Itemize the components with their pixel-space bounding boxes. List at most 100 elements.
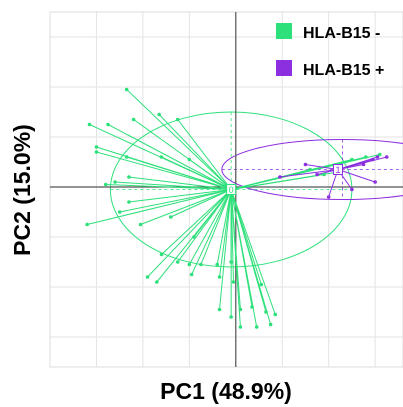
segment-negative (230, 189, 276, 315)
segment-negative (158, 114, 232, 190)
segment-negative (230, 189, 272, 325)
centroids: 01 (226, 164, 343, 195)
segment-negative (147, 189, 232, 278)
segment-negative (119, 189, 232, 213)
point-negative (268, 322, 273, 327)
segment-positive (337, 169, 376, 183)
point-negative (127, 200, 131, 204)
point-negative (229, 315, 233, 319)
point-positive (303, 162, 308, 167)
point-negative (85, 222, 89, 227)
point-negative (94, 145, 99, 149)
point-negative (175, 117, 180, 122)
point-negative (175, 260, 180, 264)
segment-negative (231, 171, 339, 190)
y-axis-title: PC2 (15.0%) (9, 124, 35, 256)
point-negative (94, 150, 99, 154)
point-negative (168, 215, 173, 219)
segment-negative (219, 189, 232, 278)
point-negative (273, 312, 278, 317)
point-positive (326, 195, 331, 199)
point-positive (384, 155, 389, 159)
point-positive (278, 175, 282, 179)
legend-label-negative: HLA-B15 - (303, 25, 380, 42)
point-positive (315, 172, 319, 177)
segment-positive (305, 164, 339, 170)
legend-swatch-positive (276, 60, 292, 76)
segment-negative (126, 156, 232, 190)
segment-negative (126, 89, 232, 190)
point-positive (371, 157, 375, 162)
segment-negative (177, 119, 232, 190)
point-negative (87, 122, 92, 127)
segment-negative (200, 189, 232, 265)
point-negative (377, 152, 382, 157)
point-negative (217, 275, 222, 279)
point-negative (231, 280, 236, 284)
point-negative (250, 305, 254, 309)
point-negative (192, 235, 196, 239)
point-negative (124, 87, 129, 92)
point-negative (145, 275, 150, 279)
segment-negative (188, 189, 232, 265)
segment-negative (107, 124, 232, 190)
point-negative (138, 222, 143, 227)
segment-negative (140, 189, 232, 225)
point-negative (187, 262, 192, 267)
point-positive (361, 162, 366, 167)
point-negative (264, 310, 268, 314)
point-negative (131, 117, 136, 122)
point-negative (189, 272, 194, 277)
segment-negative (230, 189, 241, 328)
segment-negative (96, 151, 232, 190)
point-negative (159, 155, 164, 159)
point-negative (217, 307, 222, 312)
point-positive (373, 180, 377, 184)
segment-negative (216, 189, 232, 265)
segment-negative (230, 189, 258, 328)
segment-negative (219, 189, 232, 310)
point-negative (238, 325, 243, 329)
confidence-ellipses (109, 111, 403, 268)
point-negative (350, 157, 354, 162)
segment-negative (161, 189, 232, 255)
legend-swatch-negative (276, 23, 292, 39)
point-negative (106, 122, 110, 127)
segment-negative (128, 189, 232, 203)
point-negative (199, 262, 203, 267)
point-negative (159, 252, 164, 257)
point-negative (254, 325, 259, 329)
point-negative (155, 280, 159, 284)
point-negative (157, 112, 161, 117)
centroid-segments (87, 89, 387, 328)
point-negative (259, 282, 264, 287)
data-points (85, 87, 389, 329)
segment-negative (177, 189, 232, 263)
legend: HLA-B15 - HLA-B15 + (276, 23, 384, 79)
point-negative (322, 172, 326, 177)
segment-negative (191, 189, 232, 275)
legend-label-positive: HLA-B15 + (303, 62, 384, 79)
point-negative (117, 210, 122, 214)
point-negative (238, 307, 243, 312)
segment-negative (161, 156, 232, 190)
segment-negative (87, 189, 232, 225)
point-negative (124, 155, 129, 159)
segment-negative (189, 159, 232, 190)
point-positive (350, 187, 354, 192)
point-negative (215, 262, 220, 267)
point-negative (364, 155, 368, 159)
x-axis-title: PC1 (48.9%) (160, 378, 292, 404)
segment-negative (170, 189, 232, 218)
point-negative (113, 180, 117, 184)
centroid-positive (332, 164, 343, 175)
point-positive (375, 155, 380, 159)
point-negative (308, 167, 312, 172)
point-negative (187, 157, 192, 162)
centroid-label-negative: 0 (229, 185, 234, 195)
segment-negative (128, 176, 232, 190)
segment-negative (231, 154, 380, 190)
segment-positive (279, 169, 339, 178)
point-negative (127, 175, 131, 179)
